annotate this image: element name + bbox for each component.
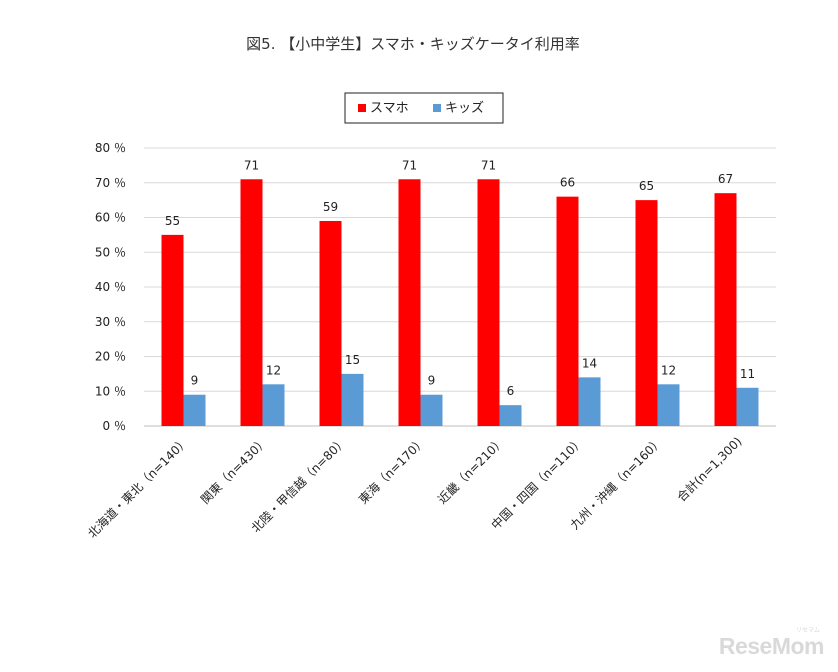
data-label-smartphone: 71 <box>481 158 496 172</box>
bar-smartphone <box>477 179 500 426</box>
y-tick-label: 70 ％ <box>95 176 126 190</box>
legend-box <box>344 92 504 124</box>
bars <box>161 179 759 426</box>
data-label-kids: 6 <box>507 384 515 398</box>
legend-swatch-smartphone <box>358 104 366 112</box>
bar-kids <box>262 384 285 426</box>
legend: スマホ キッズ <box>344 92 504 124</box>
bar-kids <box>183 394 206 426</box>
bar-smartphone <box>161 234 184 426</box>
x-category-label: 東海（n=170） <box>355 434 428 507</box>
bar-kids <box>657 384 680 426</box>
watermark-subtext: リセマム <box>795 627 820 634</box>
x-category-label: 近畿（n=210） <box>435 434 508 507</box>
data-label-kids: 15 <box>345 353 360 367</box>
data-label-smartphone: 67 <box>718 172 733 186</box>
x-category-label: 北海道・東北（n=140） <box>84 434 191 541</box>
data-label-smartphone: 71 <box>402 158 417 172</box>
bar-smartphone <box>556 196 579 426</box>
data-label-kids: 14 <box>582 356 597 370</box>
y-tick-label: 60 ％ <box>95 211 126 225</box>
bar-smartphone <box>319 220 342 426</box>
data-label-smartphone: 59 <box>323 200 338 214</box>
data-label-kids: 12 <box>661 363 676 377</box>
legend-label-smartphone: スマホ <box>370 101 409 116</box>
y-tick-label: 80 ％ <box>95 141 126 155</box>
bar-kids <box>578 377 601 426</box>
bar-kids <box>499 405 522 426</box>
x-axis-categories: 北海道・東北（n=140） 関東（n=430）北陸・甲信越（n=80） 東海（n=1… <box>84 434 744 541</box>
y-tick-label: 10 ％ <box>95 384 126 398</box>
data-label-smartphone: 66 <box>560 176 575 190</box>
data-label-smartphone: 71 <box>244 158 259 172</box>
y-tick-label: 40 ％ <box>95 280 126 294</box>
gridlines <box>144 147 776 427</box>
y-tick-label: 30 ％ <box>95 315 126 329</box>
data-label-smartphone: 55 <box>165 214 180 228</box>
data-label-kids: 9 <box>191 374 199 388</box>
bar-kids <box>420 394 443 426</box>
bar-kids <box>736 387 759 426</box>
bar-smartphone <box>714 193 737 426</box>
bar-smartphone <box>240 179 263 426</box>
y-tick-label: 50 ％ <box>95 245 126 259</box>
x-category-label: 関東（n=430） <box>198 434 271 507</box>
y-tick-label: 20 ％ <box>95 350 126 364</box>
data-label-smartphone: 65 <box>639 179 654 193</box>
watermark-logo: ReseMom <box>718 633 825 659</box>
data-label-kids: 9 <box>428 374 436 388</box>
bar-smartphone <box>398 179 421 426</box>
data-label-kids: 11 <box>740 367 755 381</box>
legend-swatch-kids <box>433 104 441 112</box>
legend-label-kids: キッズ <box>445 100 484 116</box>
y-axis-ticks: 0 ％ 10 ％ 20 ％ 30 ％ 40 ％ 50 ％ 60 ％ 70 ％ 80 ％ <box>95 141 126 433</box>
x-category-label: 合計(n=1,300) <box>674 434 745 505</box>
bar-kids <box>341 373 364 426</box>
bar-smartphone <box>635 200 658 426</box>
chart-title: 図5. 【小中学生】スマホ・キッズケータイ利用率 <box>246 35 580 53</box>
y-tick-label: 0 ％ <box>103 419 126 433</box>
data-label-kids: 12 <box>266 363 281 377</box>
